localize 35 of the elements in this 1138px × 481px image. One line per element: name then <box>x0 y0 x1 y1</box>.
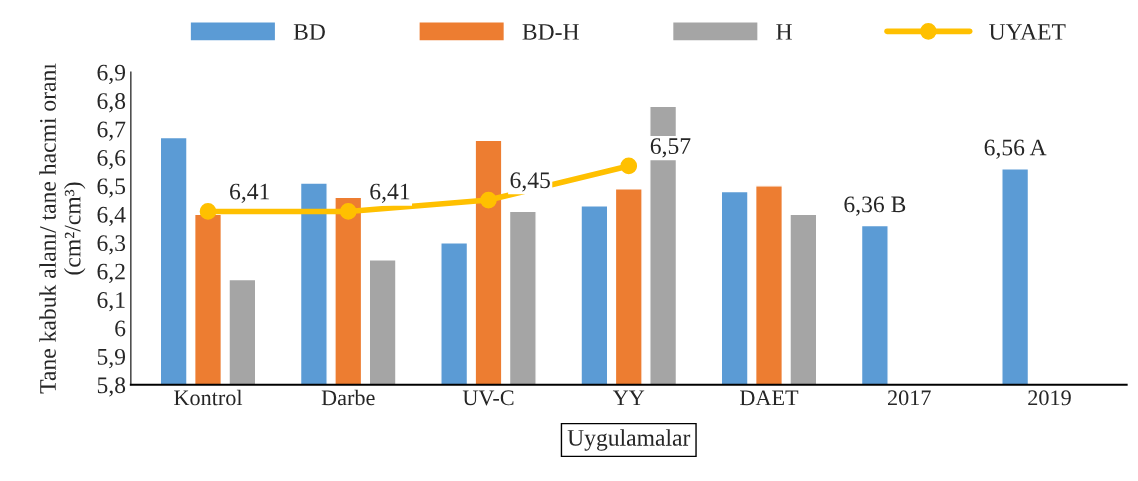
y-tick-label: 6,8 <box>97 93 126 113</box>
y-tick-label: 6 <box>115 320 126 337</box>
point <box>339 203 357 220</box>
y-tick-label: 6,1 <box>97 292 125 312</box>
data-label: 6,45 <box>510 172 550 192</box>
x-tick-label: 2017 <box>887 390 931 406</box>
x-tick-label: YY <box>612 390 645 406</box>
y-tick-label: 5,9 <box>97 348 126 369</box>
legend-label: H <box>776 24 792 40</box>
y-tick-label: 6,4 <box>97 206 126 227</box>
y-tick-label: 6,7 <box>97 121 126 141</box>
y-tick-label: 6,6 <box>97 149 126 170</box>
point <box>620 157 638 175</box>
data-label: 6,41 <box>370 183 410 203</box>
y-axis-title: Tane kabuk alanı/ tane hacmi oranı (cm²/cm³) <box>39 63 86 394</box>
legend-label: BD-H <box>522 24 579 40</box>
x-tick-label: Kontrol <box>174 389 243 406</box>
x-tick-label: UV-C <box>462 390 514 406</box>
y-tick-label: 6,2 <box>97 263 125 283</box>
y-tick-label: 6,9 <box>97 64 126 84</box>
data-label: 6,36 B <box>844 196 906 216</box>
y-tick-label: 6,3 <box>97 235 126 255</box>
legend-label: BD <box>293 24 325 40</box>
x-tick-label: DAET <box>740 390 799 406</box>
y-tick-label: 5,8 <box>97 377 126 397</box>
point <box>199 203 217 220</box>
data-label: 6,57 <box>650 138 691 158</box>
x-tick-label: Darbe <box>321 389 375 406</box>
data-label: 6,56 A <box>984 139 1047 159</box>
y-tick-label: 6,5 <box>97 178 126 198</box>
legend-label: UYAET <box>989 24 1066 40</box>
data-label: 6,41 <box>230 183 269 203</box>
x-tick-label: 2019 <box>1028 390 1071 406</box>
x-axis-title: Uygulamalar <box>567 429 691 451</box>
point <box>480 191 497 209</box>
